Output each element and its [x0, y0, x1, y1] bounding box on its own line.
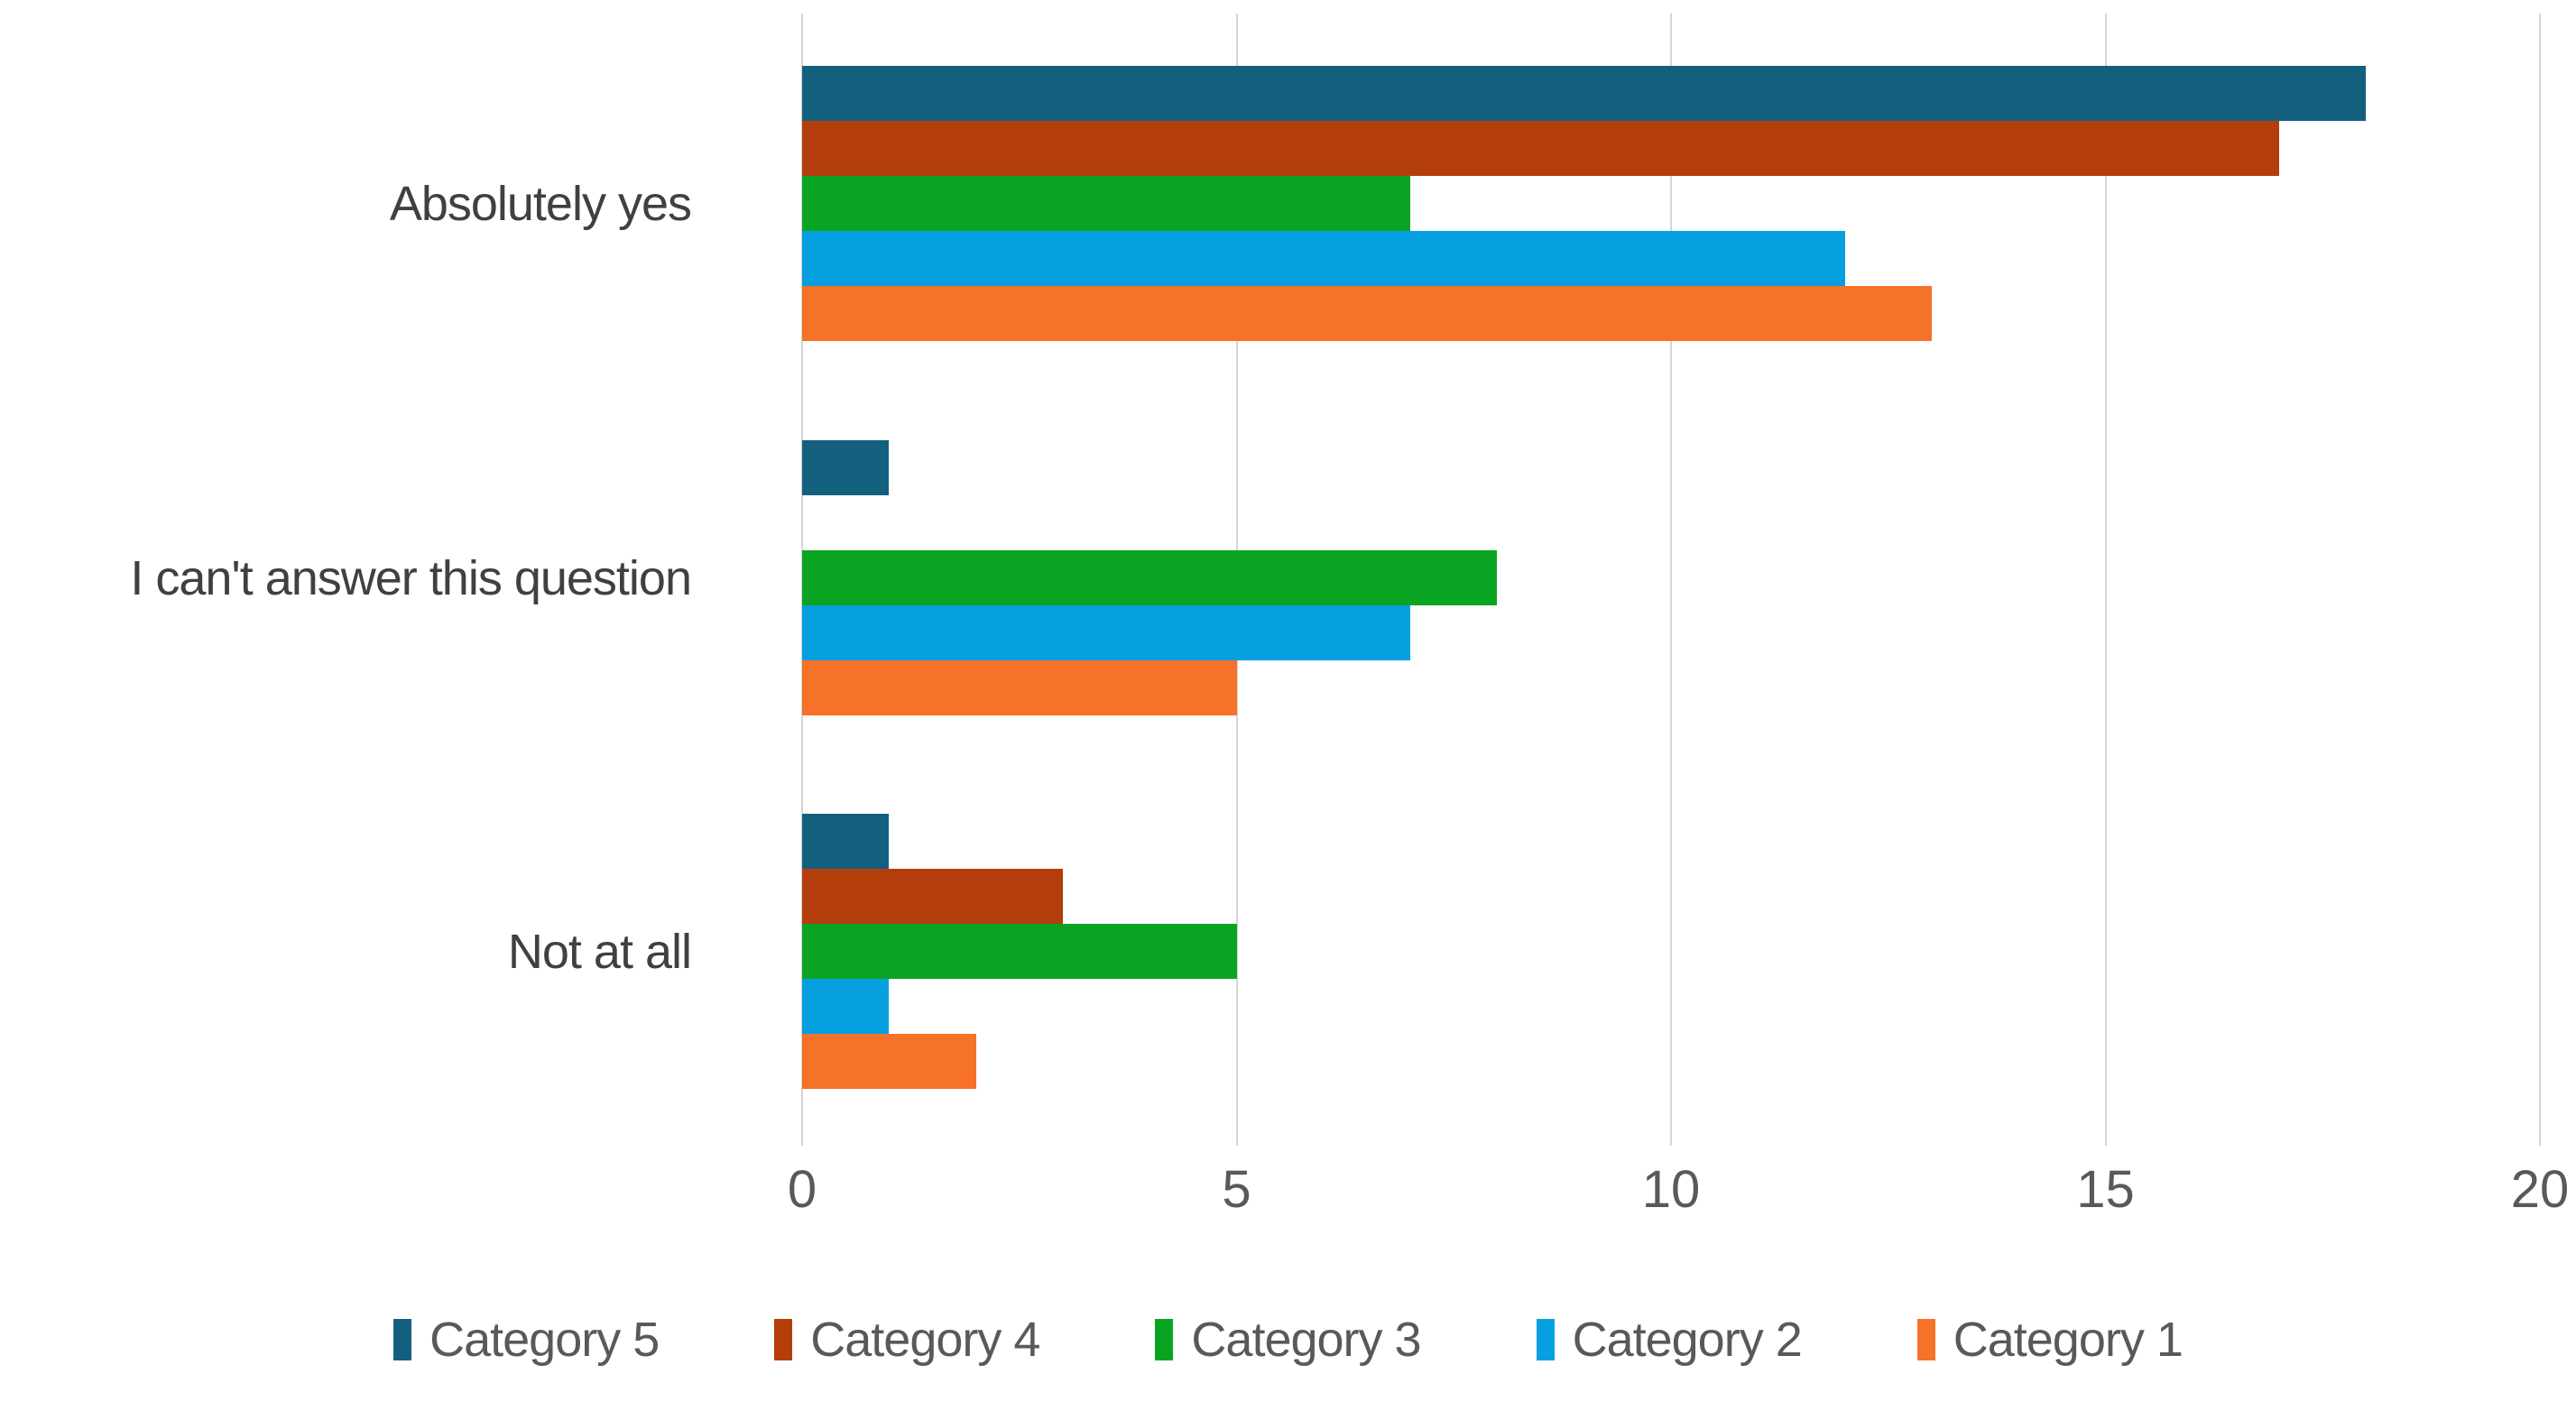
legend-label-category-1: Category 1 [1953, 1313, 2184, 1367]
bar-category-1-not-at-all [802, 1034, 976, 1089]
legend-label-category-5: Category 5 [429, 1313, 660, 1367]
legend-swatch-category-2 [1536, 1319, 1555, 1360]
x-tick-20: 20 [2510, 1160, 2570, 1219]
legend-item-category-1: Category 1 [1916, 1312, 2184, 1368]
x-tick-10: 10 [1641, 1160, 1701, 1219]
bar-category-2-i-can-t-answer-this-question [802, 605, 1411, 660]
bar-category-4-absolutely-yes [802, 121, 2280, 176]
plot-area [801, 14, 2541, 1146]
legend-swatch-category-5 [393, 1319, 412, 1360]
bar-category-5-absolutely-yes [802, 66, 2367, 121]
legend-item-category-5: Category 5 [393, 1312, 660, 1368]
gridline-x-10 [1670, 14, 1672, 1146]
bar-category-3-absolutely-yes [802, 176, 1411, 231]
category-label-i-can-t-answer-this-question: I can't answer this question [130, 550, 692, 605]
category-label-absolutely-yes: Absolutely yes [389, 176, 692, 231]
x-tick-15: 15 [2076, 1160, 2135, 1219]
bar-category-5-not-at-all [802, 814, 890, 869]
legend-swatch-category-1 [1916, 1319, 1935, 1360]
legend-swatch-category-4 [774, 1319, 793, 1360]
legend-swatch-category-3 [1155, 1319, 1174, 1360]
gridline-x-15 [2104, 14, 2107, 1146]
legend-label-category-3: Category 3 [1191, 1313, 1421, 1367]
gridline-x-20 [2539, 14, 2541, 1146]
legend-label-category-4: Category 4 [810, 1313, 1040, 1367]
bar-category-5-i-can-t-answer-this-question [802, 440, 890, 495]
x-tick-5: 5 [1222, 1160, 1251, 1219]
legend: Category 5 Category 4 Category 3 Category 2… [0, 1290, 2576, 1389]
bar-category-1-i-can-t-answer-this-question [802, 660, 1237, 715]
legend-item-category-3: Category 3 [1155, 1312, 1422, 1368]
bar-category-3-i-can-t-answer-this-question [802, 550, 1498, 605]
bar-category-4-not-at-all [802, 869, 1063, 924]
bar-category-2-not-at-all [802, 979, 890, 1034]
x-tick-0: 0 [787, 1160, 817, 1219]
legend-item-category-4: Category 4 [774, 1312, 1040, 1368]
legend-item-category-2: Category 2 [1536, 1312, 1803, 1368]
bar-category-1-absolutely-yes [802, 286, 1932, 341]
bar-category-2-absolutely-yes [802, 231, 1845, 286]
legend-label-category-2: Category 2 [1572, 1313, 1803, 1367]
category-label-not-at-all: Not at all [507, 924, 692, 979]
bar-category-3-not-at-all [802, 924, 1237, 979]
